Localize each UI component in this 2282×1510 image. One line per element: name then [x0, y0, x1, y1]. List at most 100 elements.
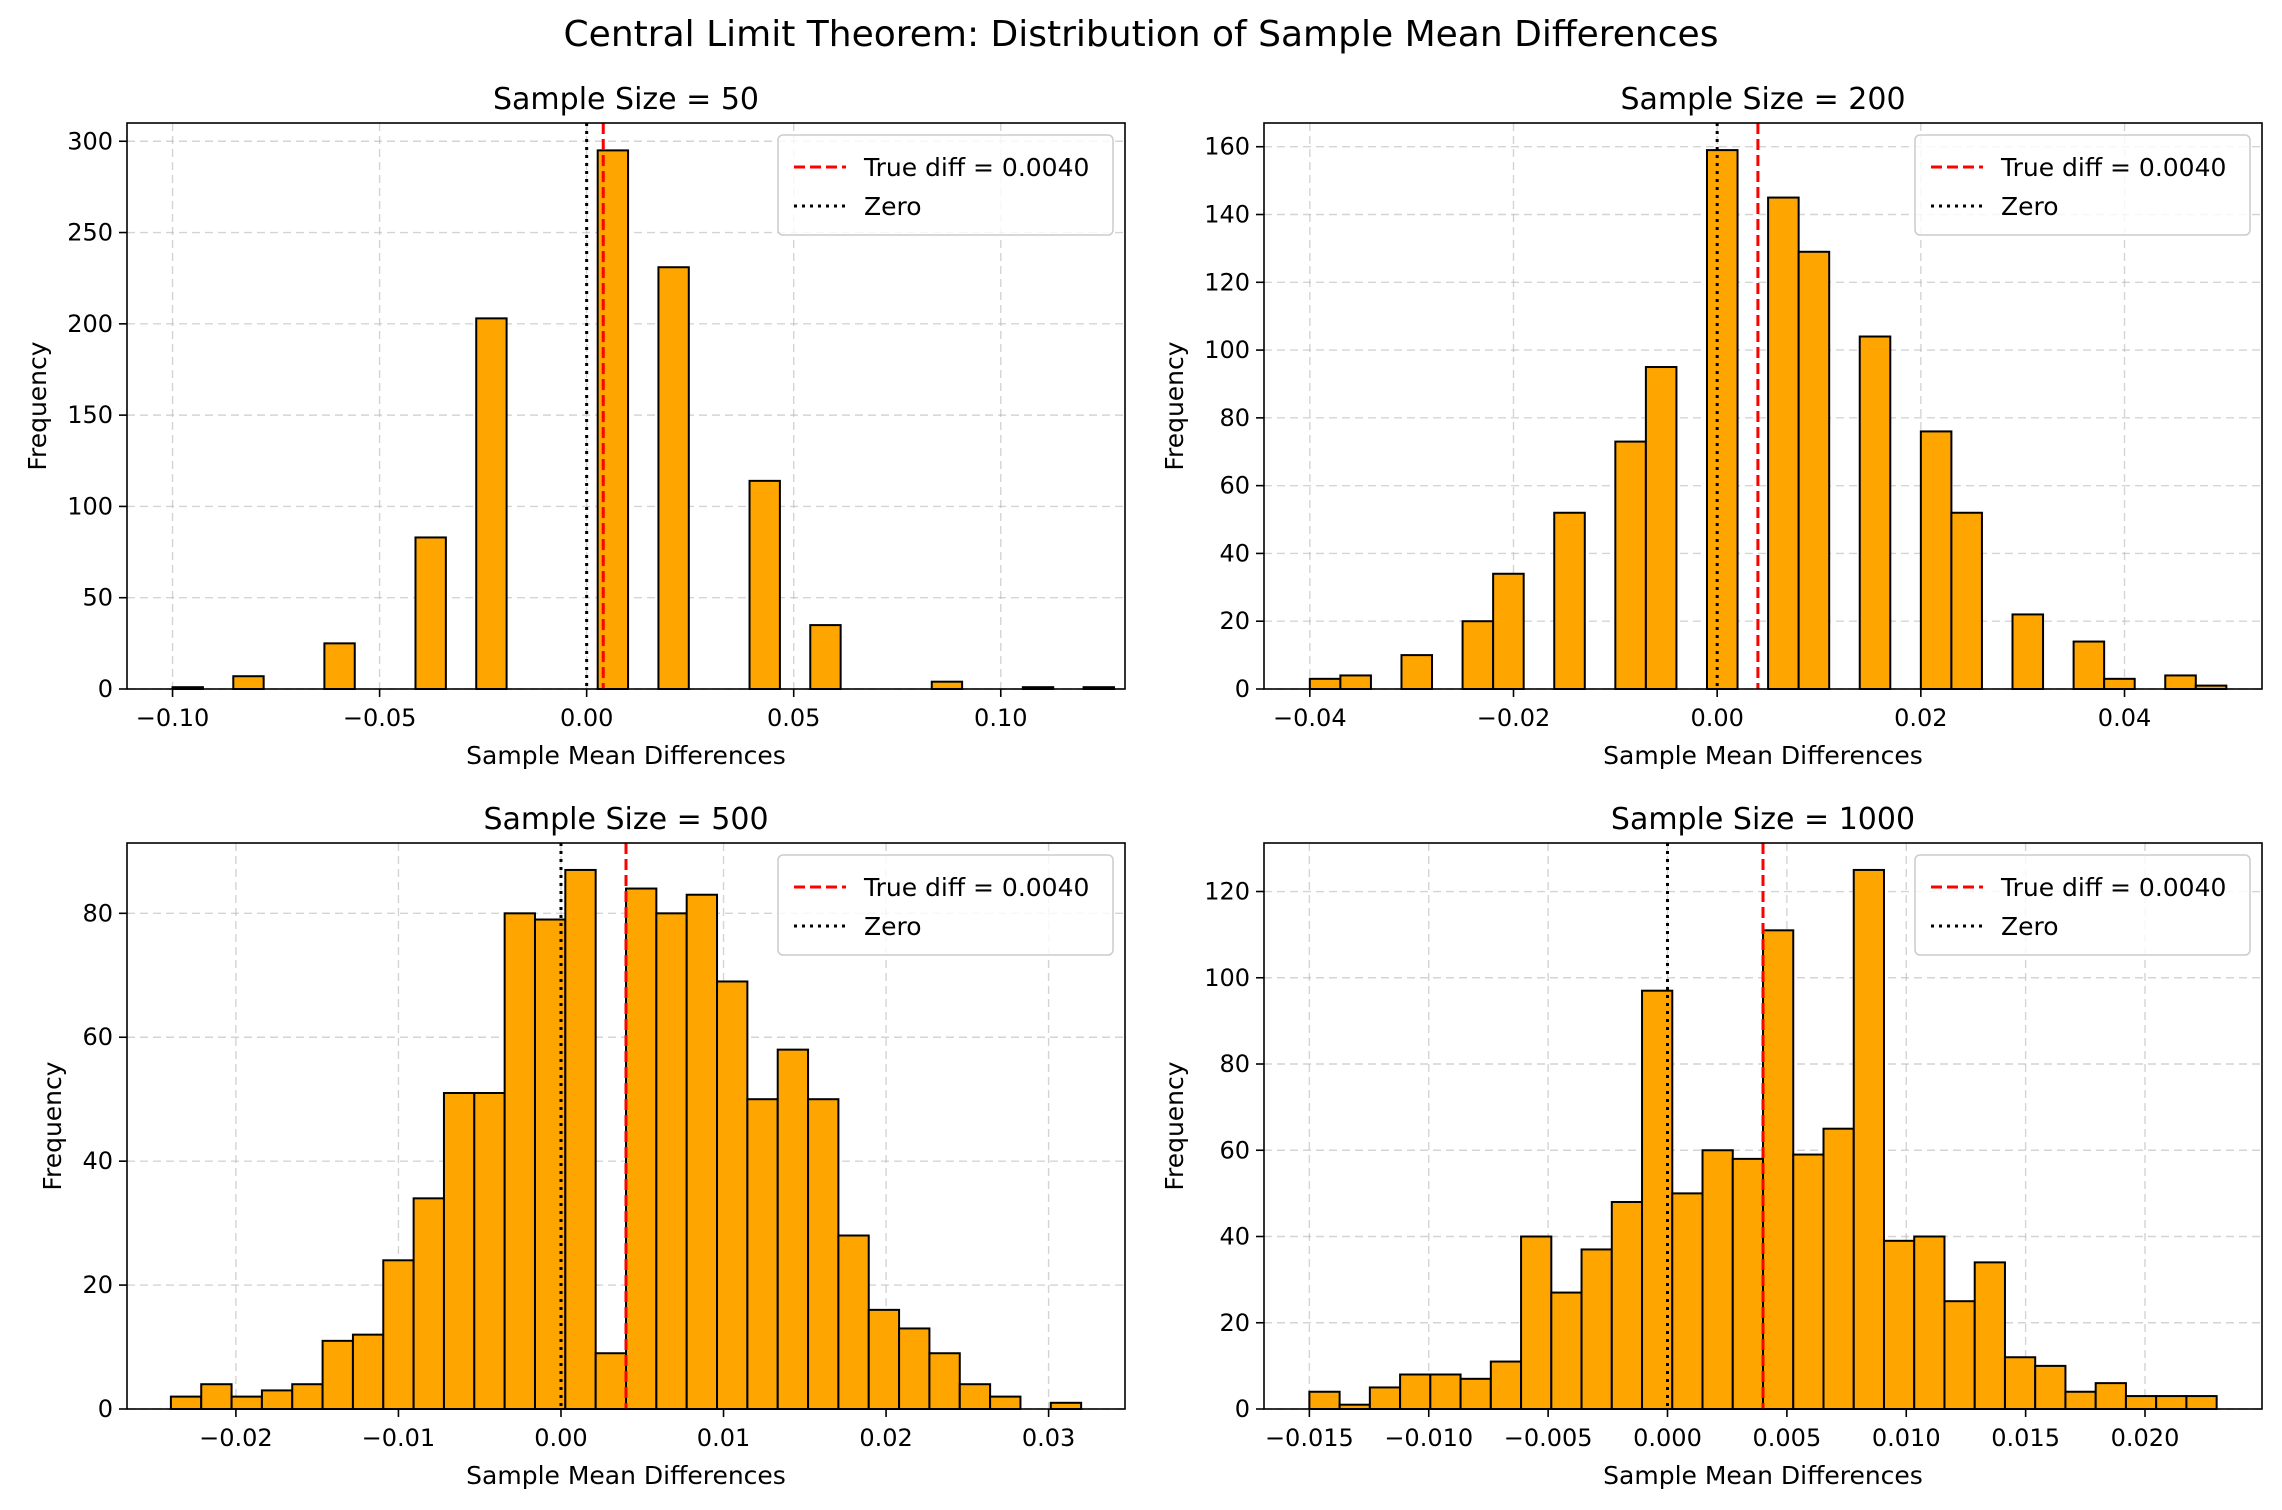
histogram-bar — [1461, 620, 1495, 691]
y-tick-label: 160 — [1204, 133, 1250, 161]
y-tick-label: 60 — [1219, 1136, 1250, 1164]
x-tick-label: −0.02 — [199, 1424, 273, 1452]
y-tick-label: 40 — [1219, 539, 1250, 567]
histogram-bar — [382, 1259, 415, 1411]
legend-true-diff-label: True diff = 0.0040 — [2000, 153, 2226, 182]
histogram-bar — [716, 980, 749, 1411]
x-tick-label: 0.00 — [1690, 704, 1743, 732]
y-tick-label: 20 — [1219, 1309, 1250, 1337]
histogram-bar — [1852, 868, 1885, 1410]
histogram-bar — [655, 912, 688, 1410]
histogram-bar — [1580, 1248, 1613, 1410]
histogram-bar — [1400, 654, 1434, 691]
histogram-bar — [1913, 1235, 1946, 1410]
x-tick-label: −0.10 — [136, 704, 210, 732]
histogram-bar — [2011, 613, 2045, 691]
histogram-bar — [867, 1308, 901, 1410]
histogram-bar — [1671, 1192, 1704, 1411]
x-tick-label: 0.04 — [2098, 704, 2151, 732]
histogram-bar — [958, 1383, 992, 1410]
histogram-bar — [1459, 1377, 1492, 1411]
x-tick-label: −0.015 — [1265, 1424, 1354, 1452]
x-tick-label: 0.02 — [859, 1424, 912, 1452]
histogram-bar — [1705, 149, 1739, 690]
y-tick-label: 40 — [1219, 1223, 1250, 1251]
y-tick-label: 0 — [1235, 1395, 1250, 1423]
histogram-bar — [1767, 196, 1800, 691]
y-axis-label: Frequency — [23, 341, 52, 470]
histogram-bar — [1399, 1373, 1432, 1411]
y-tick-label: 0 — [98, 1395, 113, 1423]
x-tick-label: 0.00 — [534, 1424, 587, 1452]
histogram-bar — [809, 624, 842, 691]
y-tick-label: 100 — [67, 492, 113, 520]
histogram-bar — [898, 1327, 931, 1410]
histogram-bar — [291, 1383, 324, 1410]
legend-box — [777, 134, 1114, 236]
subplot-title: Sample Size = 50 — [493, 82, 759, 117]
plot-frame — [126, 122, 1126, 690]
histogram-bar — [351, 1333, 385, 1410]
legend-true-diff-label: True diff = 0.0040 — [863, 153, 1089, 182]
histogram-bar — [2064, 1390, 2097, 1411]
histogram-bar — [1614, 440, 1647, 690]
plot-frame — [1263, 122, 2263, 690]
x-tick-label: −0.02 — [1477, 704, 1551, 732]
x-tick-label: 0.000 — [1633, 1424, 1702, 1452]
subplot-1: −0.10 −0.05 0.00 0.05 0.10 0 50 100 150 200 250 300… — [23, 82, 1126, 770]
y-tick-label: 0 — [1235, 675, 1250, 703]
y-tick-label: 60 — [1219, 472, 1250, 500]
histogram-bar — [1731, 1157, 1765, 1411]
histogram-bar — [748, 479, 781, 690]
histogram-bar — [1644, 366, 1678, 690]
histogram-bar — [2103, 677, 2136, 691]
y-tick-label: 300 — [67, 127, 113, 155]
subplot-2: −0.04 −0.02 0.00 0.02 0.04 0 20 40 60 80 100 120 140… — [1160, 82, 2263, 770]
y-tick-label: 20 — [82, 1271, 113, 1299]
histogram-bar — [625, 887, 658, 1410]
histogram-bar — [1049, 1401, 1083, 1411]
y-tick-label: 40 — [82, 1147, 113, 1175]
x-tick-label: −0.005 — [1504, 1424, 1593, 1452]
histogram-bar — [169, 1395, 203, 1411]
y-tick-label: 80 — [82, 899, 113, 927]
x-axis-label: Sample Mean Differences — [1603, 741, 1923, 770]
histogram-bar — [928, 1352, 961, 1410]
histogram-bar — [1308, 1390, 1341, 1411]
histogram-bar — [1553, 511, 1586, 691]
histogram-bar — [473, 1092, 506, 1411]
histogram-bar — [2003, 1356, 2037, 1411]
histogram-bar — [2124, 1395, 2158, 1411]
y-tick-label: 120 — [1204, 268, 1250, 296]
histogram-bar — [564, 868, 597, 1410]
x-tick-label: 0.010 — [1872, 1424, 1941, 1452]
x-tick-label: 0.015 — [1991, 1424, 2060, 1452]
histogram-bar — [414, 536, 447, 690]
x-tick-label: 0.05 — [767, 704, 820, 732]
histogram-bar — [1610, 1201, 1644, 1411]
histogram-bar — [1368, 1386, 1402, 1411]
y-tick-label: 50 — [82, 584, 113, 612]
histogram-bar — [2034, 1364, 2067, 1411]
y-axis-label: Frequency — [38, 1061, 67, 1190]
y-tick-label: 140 — [1204, 201, 1250, 229]
y-tick-label: 60 — [82, 1023, 113, 1051]
figure-title: Central Limit Theorem: Distribution of S… — [564, 14, 1719, 55]
legend-true-diff-label: True diff = 0.0040 — [863, 873, 1089, 902]
histogram-bar — [1701, 1149, 1734, 1411]
y-tick-label: 200 — [67, 310, 113, 338]
histogram-bar — [1489, 1360, 1523, 1411]
y-tick-label: 150 — [67, 401, 113, 429]
histogram-bar — [232, 675, 265, 691]
histogram-bar — [230, 1395, 263, 1411]
legend-box — [1914, 134, 2251, 236]
subplot-3: −0.02 −0.01 0.00 0.01 0.02 0.03 0 20 40 60 80 Sampl… — [38, 802, 1126, 1490]
histogram-bar — [1919, 430, 1953, 690]
y-tick-label: 20 — [1219, 607, 1250, 635]
y-tick-label: 80 — [1219, 1050, 1250, 1078]
histogram-bar — [2072, 640, 2106, 691]
histogram-bar — [807, 1098, 840, 1410]
histogram-bar — [1882, 1239, 1916, 1410]
histogram-bar — [200, 1383, 233, 1410]
histogram-bar — [989, 1395, 1022, 1411]
